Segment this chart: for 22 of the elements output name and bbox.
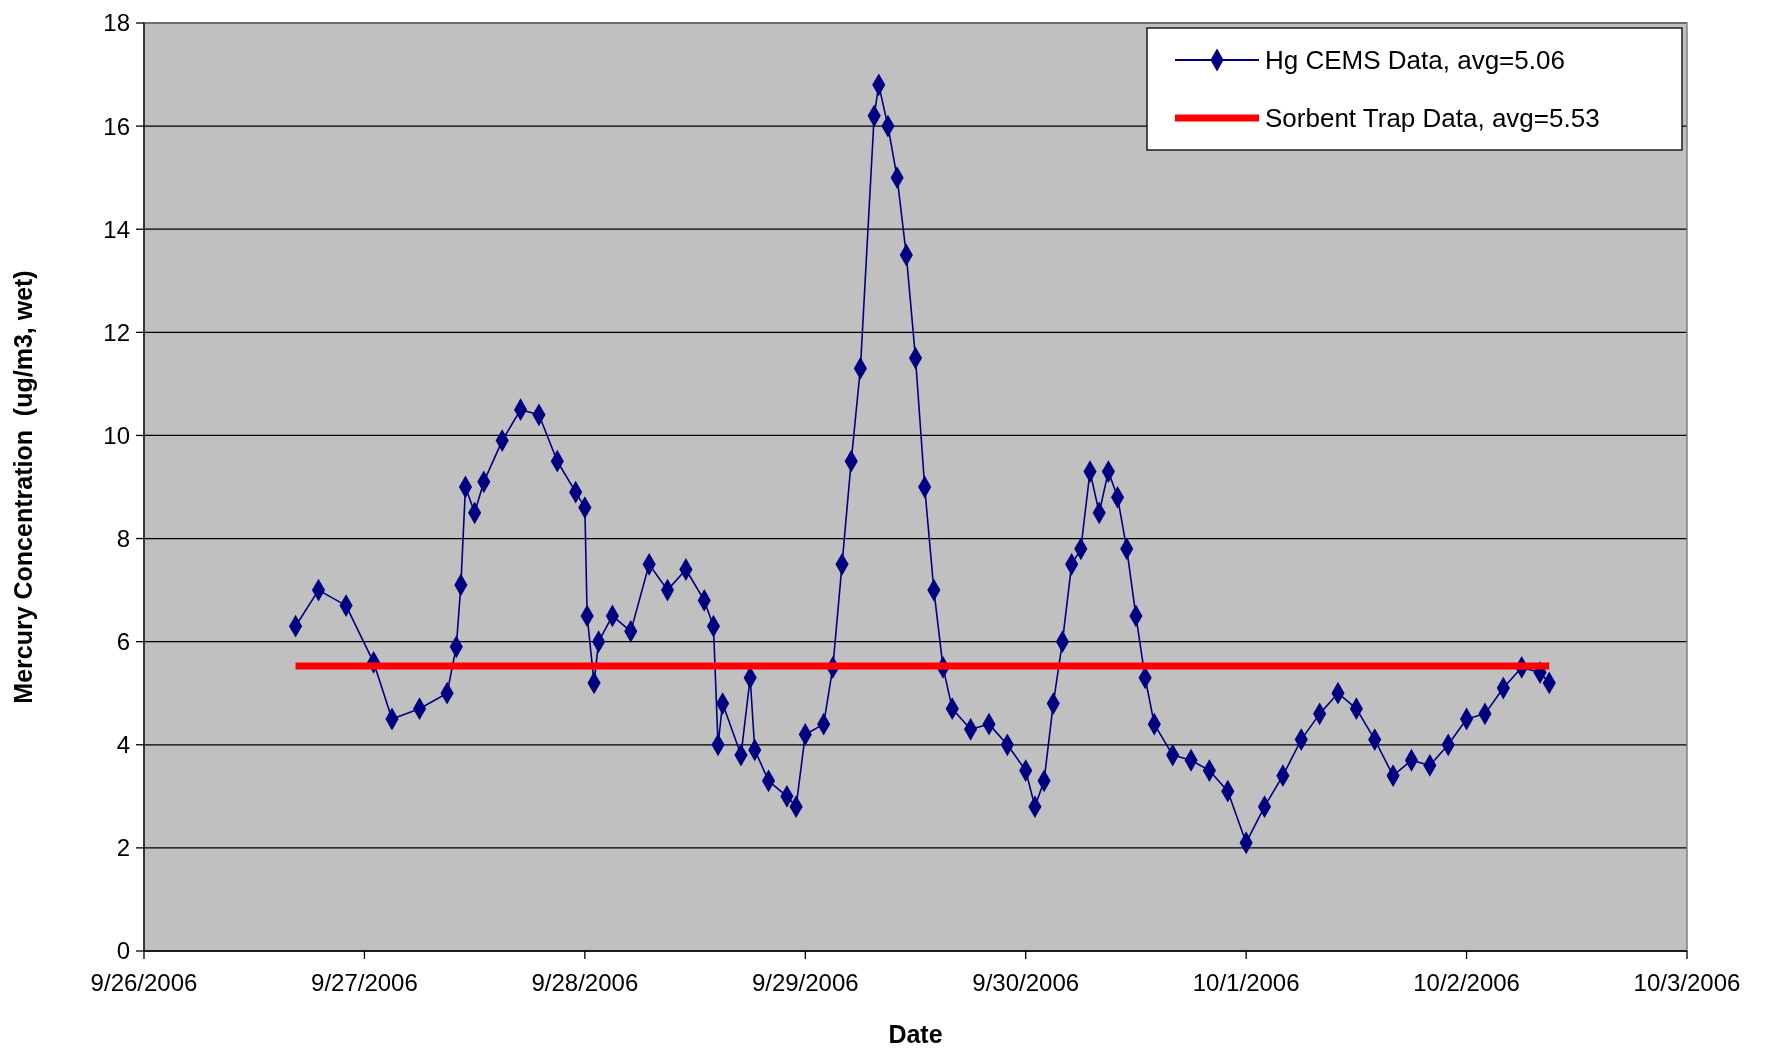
legend-label: Sorbent Trap Data, avg=5.53 [1265,103,1600,134]
y-tick-label: 6 [116,628,130,656]
y-tick-label: 12 [103,318,130,346]
y-tick-label: 8 [116,524,130,552]
x-tick-label: 10/1/2006 [1192,969,1300,996]
x-tick-label: 9/27/2006 [311,969,418,996]
y-tick-label: 0 [116,937,130,965]
x-tick-label: 9/30/2006 [972,969,1080,996]
y-tick-label: 4 [116,731,130,759]
x-tick-label: 9/28/2006 [531,969,639,996]
y-axis-title: Mercury Concentration (ug/m3, wet) [9,270,37,704]
x-tick-label: 9/26/2006 [90,969,198,996]
y-tick-label: 14 [103,215,130,243]
y-tick-label: 2 [116,834,130,862]
x-axis-title: Date [888,1020,943,1048]
x-tick-label: 9/29/2006 [751,969,859,996]
y-tick-label: 18 [103,9,130,37]
x-tick-label: 10/2/2006 [1413,969,1520,996]
y-tick-label: 10 [103,421,130,449]
y-tick-label: 16 [103,112,130,140]
legend-label: Hg CEMS Data, avg=5.06 [1265,45,1565,76]
x-tick-label: 10/3/2006 [1633,969,1741,996]
